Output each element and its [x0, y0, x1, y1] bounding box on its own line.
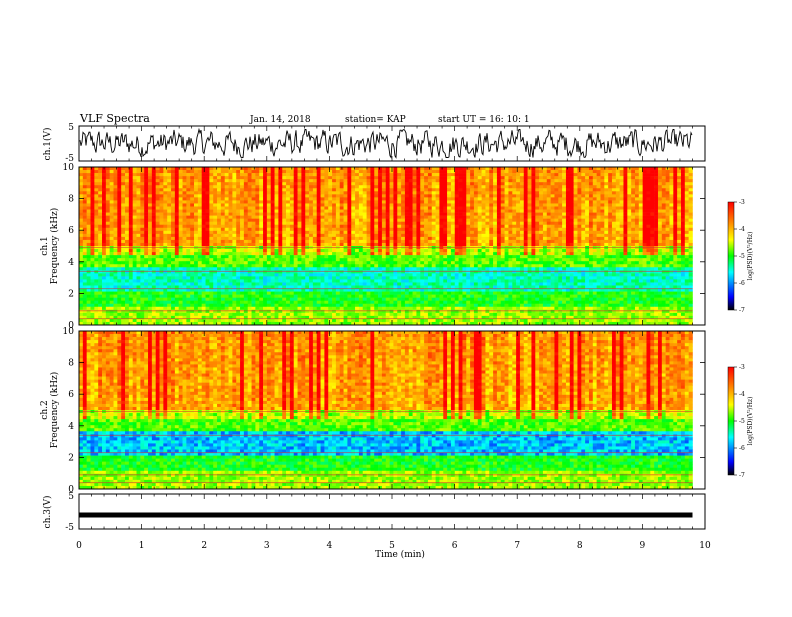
frequency-tick-label: 8 [68, 195, 74, 205]
frequency-tick-label: 8 [68, 359, 74, 369]
colorbar-tick-label: -5 [739, 253, 745, 260]
time-tick-label: 6 [452, 541, 458, 551]
ch1-waveform-line [80, 130, 692, 158]
frequency-tick-label: 6 [68, 390, 74, 400]
colorbar-tick-label: -6 [739, 445, 745, 452]
ch2-colorbar: -3 -4 -5 -6 -7 log(PSD)(V²/Hz) [728, 364, 754, 479]
ch3-waveform-frame [79, 494, 705, 529]
ch2-frequency-label: Frequency (kHz) [49, 372, 60, 449]
ch2-spectrogram-image [79, 331, 693, 489]
colorbar-tick-label: -3 [739, 199, 745, 206]
ch3-ytick-bottom: -5 [65, 523, 74, 533]
ch3-waveform-line [79, 513, 693, 518]
colorbar-tick-label: -5 [739, 418, 745, 425]
time-tick-label: 1 [139, 541, 145, 551]
colorbar-tick-label: -4 [739, 391, 745, 398]
time-tick-label: 2 [201, 541, 207, 551]
frequency-tick-label: 4 [68, 258, 74, 268]
frequency-tick-label: 10 [63, 163, 75, 173]
station-label: station= KAP [345, 115, 406, 125]
time-tick-label: 4 [327, 541, 333, 551]
time-tick-label: 7 [514, 541, 520, 551]
frequency-tick-label: 10 [63, 327, 75, 337]
colorbar-tick-label: -7 [739, 472, 745, 479]
colorbar-tick-label: -6 [739, 280, 745, 287]
time-tick-label: 3 [264, 541, 270, 551]
frequency-tick-label: 2 [68, 453, 74, 463]
ch1-colorbar-label: log(PSD)(V²/Hz) [747, 232, 754, 281]
ch1-channel-label: ch.1 [40, 236, 50, 255]
frequency-tick-label: 2 [68, 289, 74, 299]
time-tick-label: 0 [76, 541, 82, 551]
start-time-label: start UT = 16: 10: 1 [438, 115, 530, 125]
colorbar-tick-label: -7 [739, 307, 745, 314]
date-label: Jan. 14, 2018 [249, 115, 311, 125]
ch1-frequency-label: Frequency (kHz) [49, 208, 60, 285]
frequency-tick-label: 4 [68, 422, 74, 432]
time-tick-label: 8 [577, 541, 583, 551]
chart-title: VLF Spectra [79, 112, 150, 125]
ch1-ytick-top: 5 [68, 123, 74, 133]
time-tick-label: 10 [699, 541, 711, 551]
ch1-waveform-ylabel: ch.1(V) [42, 128, 53, 161]
ch2-colorbar-gradient [728, 367, 734, 475]
ch1-colorbar: -3 -4 -5 -6 -7 log(PSD)(V²/Hz) [728, 199, 754, 314]
colorbar-tick-label: -4 [739, 226, 745, 233]
ch2-channel-label: ch.2 [40, 400, 50, 419]
ch1-colorbar-gradient [728, 202, 734, 310]
ch2-colorbar-label: log(PSD)(V²/Hz) [747, 397, 754, 446]
time-axis-label: Time (min) [375, 549, 425, 560]
ch1-spectrogram-image [79, 167, 693, 325]
frequency-tick-label: 6 [68, 226, 74, 236]
time-tick-label: 9 [640, 541, 646, 551]
ch3-waveform-ylabel: ch.3(V) [42, 496, 53, 529]
ch3-ytick-top: 5 [68, 492, 74, 502]
colorbar-tick-label: -3 [739, 364, 745, 371]
